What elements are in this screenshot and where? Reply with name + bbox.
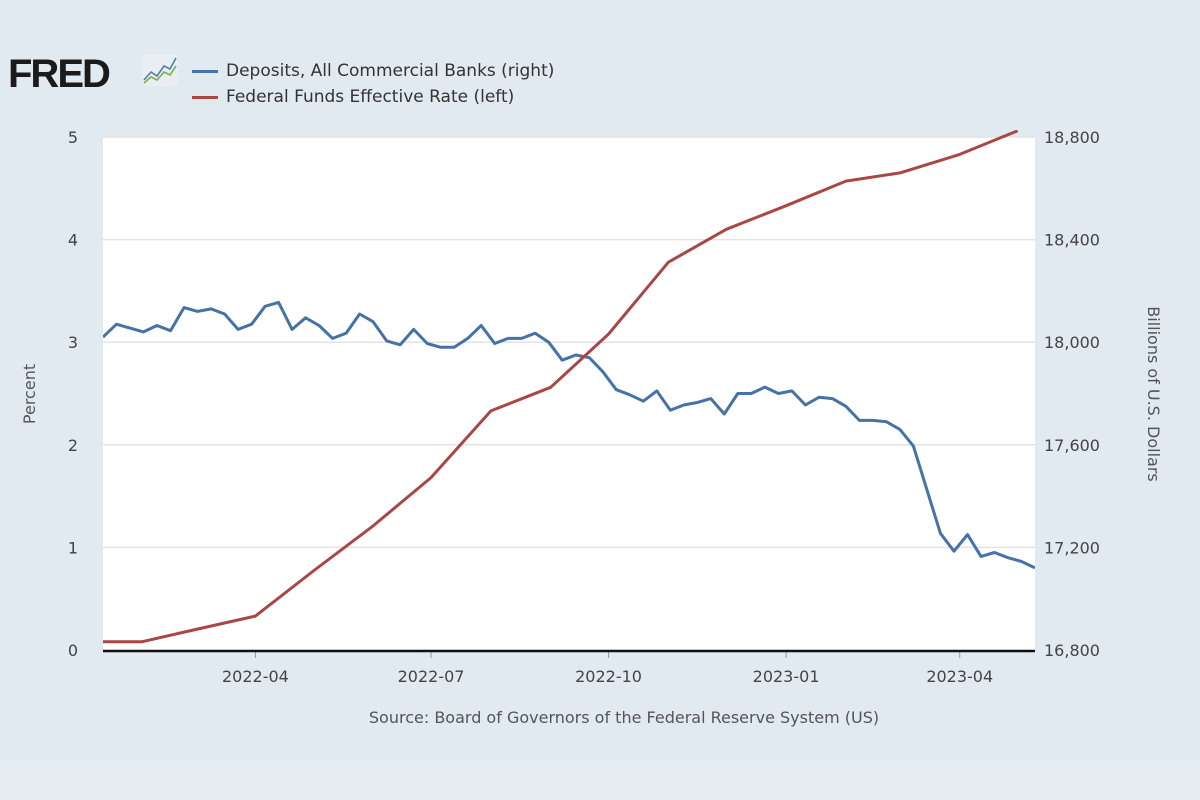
y-right-tick-label: 17,600 xyxy=(1044,436,1100,455)
x-tick-label: 2022-04 xyxy=(222,667,289,686)
legend-swatch-red xyxy=(192,95,218,99)
x-tick-label: 2023-04 xyxy=(926,667,993,686)
y-right-tick-label: 18,400 xyxy=(1044,231,1100,250)
y-right-tick-label: 18,000 xyxy=(1044,333,1100,352)
legend-item-fed-funds[interactable]: Federal Funds Effective Rate (left) xyxy=(192,87,514,107)
fred-logo: FRED xyxy=(8,52,111,96)
y-right-tick-label: 18,800 xyxy=(1044,128,1100,147)
y-axis-left-label: Percent xyxy=(20,364,39,424)
legend-label: Federal Funds Effective Rate (left) xyxy=(226,87,515,107)
x-tick-label: 2022-07 xyxy=(398,667,465,686)
legend-label: Deposits, All Commercial Banks (right) xyxy=(226,61,555,81)
y-right-tick-label: 16,800 xyxy=(1044,641,1100,660)
fred-graph-icon xyxy=(142,54,178,86)
legend-swatch-blue xyxy=(192,69,218,73)
source-note: Source: Board of Governors of the Federa… xyxy=(369,708,879,727)
y-axis-right-label: Billions of U.S. Dollars xyxy=(1144,306,1163,481)
bottom-band xyxy=(0,760,1200,800)
x-tick-label: 2022-10 xyxy=(575,667,642,686)
y-right-tick-label: 17,200 xyxy=(1044,538,1100,557)
y-left-tick-label: 2 xyxy=(68,436,78,455)
y-left-tick-label: 5 xyxy=(68,128,78,147)
plot-area xyxy=(103,137,1035,650)
deposits-series-line xyxy=(103,300,1035,570)
fed-funds-series-line xyxy=(103,130,1019,644)
y-left-tick-label: 3 xyxy=(68,333,78,352)
y-left-tick-label: 4 xyxy=(68,231,78,250)
legend-item-deposits[interactable]: Deposits, All Commercial Banks (right) xyxy=(192,61,554,81)
y-left-tick-label: 0 xyxy=(68,641,78,660)
x-tick-label: 2023-01 xyxy=(753,667,820,686)
y-left-tick-label: 1 xyxy=(68,538,78,557)
